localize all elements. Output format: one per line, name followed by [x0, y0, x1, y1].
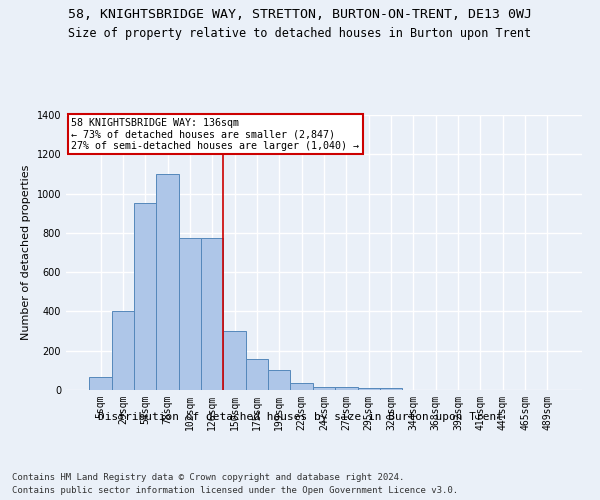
Bar	[89, 377, 112, 390]
Bar	[157, 174, 179, 390]
Text: 58 KNIGHTSBRIDGE WAY: 136sqm
← 73% of detached houses are smaller (2,847)
27% of: 58 KNIGHTSBRIDGE WAY: 136sqm ← 73% of de…	[71, 118, 359, 151]
Text: 58, KNIGHTSBRIDGE WAY, STRETTON, BURTON-ON-TRENT, DE13 0WJ: 58, KNIGHTSBRIDGE WAY, STRETTON, BURTON-…	[68, 8, 532, 20]
Bar	[201, 238, 223, 390]
Bar	[358, 388, 380, 390]
Bar	[246, 358, 268, 390]
Bar	[290, 383, 313, 390]
Bar	[268, 370, 290, 390]
Bar	[112, 312, 134, 390]
Text: Contains public sector information licensed under the Open Government Licence v3: Contains public sector information licen…	[12, 486, 458, 495]
Y-axis label: Number of detached properties: Number of detached properties	[21, 165, 31, 340]
Bar	[223, 331, 246, 390]
Bar	[335, 387, 358, 390]
Bar	[380, 388, 402, 390]
Text: Distribution of detached houses by size in Burton upon Trent: Distribution of detached houses by size …	[97, 412, 503, 422]
Bar	[179, 238, 201, 390]
Bar	[134, 204, 157, 390]
Text: Contains HM Land Registry data © Crown copyright and database right 2024.: Contains HM Land Registry data © Crown c…	[12, 472, 404, 482]
Bar	[313, 387, 335, 390]
Text: Size of property relative to detached houses in Burton upon Trent: Size of property relative to detached ho…	[68, 28, 532, 40]
